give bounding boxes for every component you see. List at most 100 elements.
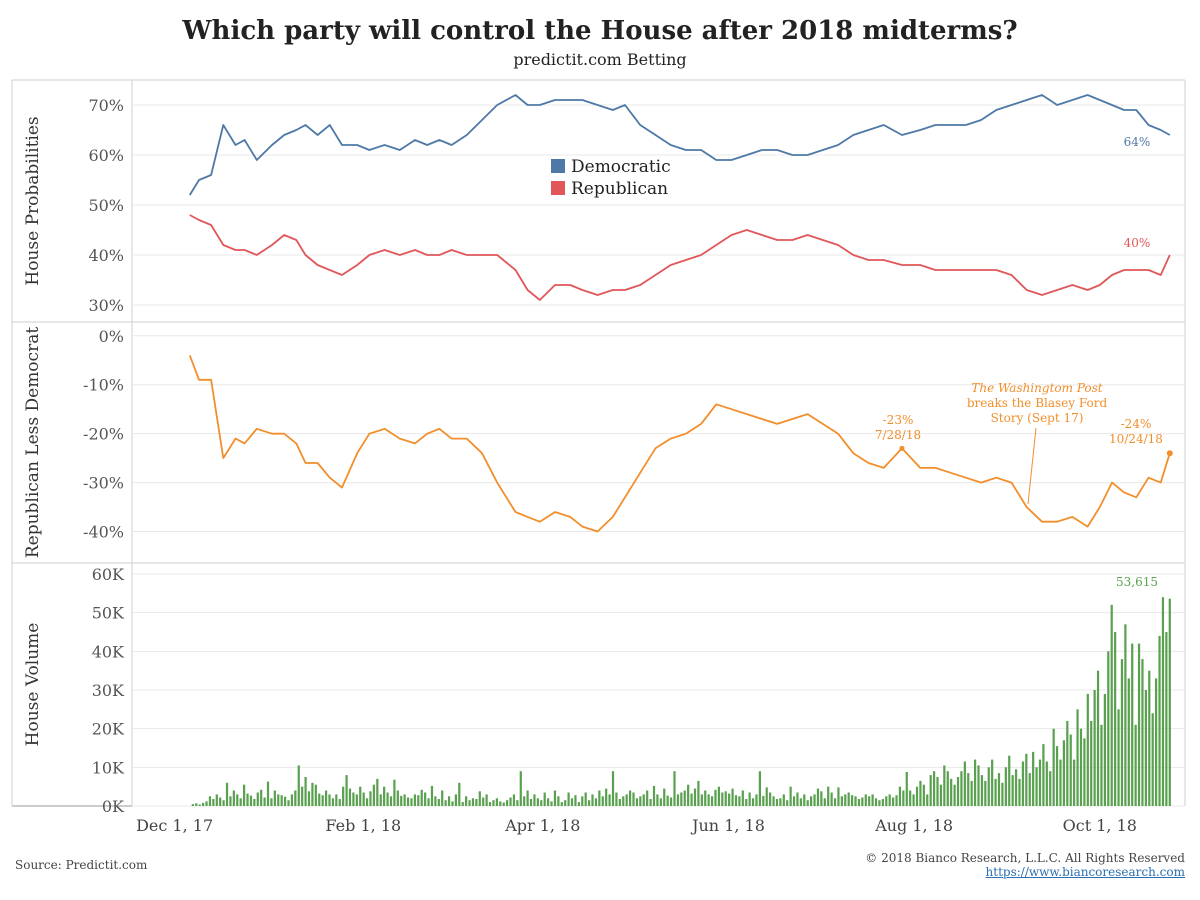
volume-bar xyxy=(321,795,324,806)
volume-bar xyxy=(799,798,802,806)
volume-bar xyxy=(335,794,338,806)
volume-end-label: 53,615 xyxy=(1116,575,1158,589)
volume-bar xyxy=(1120,659,1124,806)
volume-bar xyxy=(967,773,970,806)
legend-swatch-democratic xyxy=(551,159,565,173)
volume-bar xyxy=(673,771,676,806)
volume-bar xyxy=(1110,604,1113,806)
volume-bar xyxy=(1114,632,1117,806)
volume-bar xyxy=(1001,782,1004,806)
volume-bar xyxy=(1100,724,1103,806)
legend-swatch-republican xyxy=(551,181,565,195)
volume-bar xyxy=(605,788,608,806)
volume-bar xyxy=(355,794,358,806)
volume-bar xyxy=(383,786,386,806)
y-tick-label: 60K xyxy=(92,565,125,584)
volume-bar xyxy=(823,798,826,806)
volume-bar xyxy=(697,780,700,806)
x-tick-label: Jun 1, 18 xyxy=(690,816,765,835)
volume-bar xyxy=(909,790,912,806)
volume-bar xyxy=(748,792,751,806)
annotation-point-10-24 xyxy=(1166,450,1173,457)
volume-bar xyxy=(338,799,341,806)
volume-bar xyxy=(283,796,287,806)
volume-bar xyxy=(984,780,987,806)
volume-bar xyxy=(437,799,440,806)
volume-bar xyxy=(628,790,632,806)
volume-bar xyxy=(868,796,871,806)
volume-bar xyxy=(724,791,727,806)
volume-bar xyxy=(587,800,591,806)
y-tick-label: -40% xyxy=(83,523,124,542)
volume-bar xyxy=(844,794,847,806)
volume-bar xyxy=(854,796,857,806)
y-tick-label: 10K xyxy=(92,758,125,777)
volume-bar xyxy=(1079,728,1083,806)
volume-bar xyxy=(304,777,307,806)
volume-bar xyxy=(1062,740,1065,806)
volume-bar xyxy=(253,799,256,806)
volume-bar xyxy=(318,793,321,806)
volume-bar xyxy=(772,796,775,806)
volume-bar xyxy=(731,788,734,806)
y-tick-label: 30K xyxy=(92,681,125,700)
volume-bar xyxy=(987,767,990,806)
volume-bar xyxy=(547,798,550,806)
republican-end-label: 40% xyxy=(1124,236,1151,250)
volume-bar xyxy=(1127,678,1130,806)
volume-bar xyxy=(803,794,806,806)
volume-bar xyxy=(806,800,809,806)
volume-bar xyxy=(1011,775,1014,806)
volume-bar xyxy=(861,797,864,806)
y-axis-title: House Volume xyxy=(23,623,43,747)
volume-bar xyxy=(663,788,666,806)
volume-bar xyxy=(683,790,686,806)
volume-bar xyxy=(417,795,420,806)
volume-bar xyxy=(591,794,594,806)
volume-bar xyxy=(891,797,895,806)
volume-bar xyxy=(1018,778,1021,806)
volume-bar xyxy=(977,765,980,806)
volume-bar xyxy=(922,784,925,806)
volume-bar xyxy=(1151,713,1154,806)
volume-bar xyxy=(191,804,194,806)
volume-bar xyxy=(386,792,389,806)
volume-bar xyxy=(1117,709,1120,806)
democratic-end-label: 64% xyxy=(1124,135,1151,149)
volume-bar xyxy=(519,771,522,806)
volume-bar xyxy=(939,784,943,806)
volume-bar xyxy=(512,794,516,806)
website-link[interactable]: https://www.biancoresearch.com xyxy=(985,865,1185,879)
volume-bar xyxy=(734,795,738,806)
volume-bar xyxy=(526,790,529,806)
volume-bar xyxy=(980,775,984,806)
volume-bar xyxy=(260,789,263,806)
y-tick-label: 60% xyxy=(88,146,124,165)
chart-title: Which party will control the House after… xyxy=(182,16,1018,46)
republican-line xyxy=(189,214,1171,301)
volume-bar xyxy=(488,802,492,806)
volume-bar xyxy=(646,790,649,806)
volume-bar xyxy=(594,798,598,806)
volume-bar xyxy=(676,794,680,806)
volume-bar xyxy=(502,802,505,806)
annotation-date: 10/24/18 xyxy=(1109,432,1163,446)
volume-bar xyxy=(454,794,457,806)
volume-bar xyxy=(324,790,328,806)
volume-bar xyxy=(813,794,816,806)
y-tick-label: 0% xyxy=(99,327,124,346)
volume-bar xyxy=(529,799,533,806)
volume-bar xyxy=(775,799,779,806)
volume-bar xyxy=(567,792,570,806)
volume-bar xyxy=(738,796,741,806)
volume-bar xyxy=(577,802,580,806)
volume-bar xyxy=(543,792,546,806)
volume-bar xyxy=(827,786,830,806)
y-axis-title: Republican Less Democrat xyxy=(23,327,43,558)
volume-bar xyxy=(212,799,215,806)
volume-bar xyxy=(222,800,225,806)
volume-bar xyxy=(864,794,867,806)
volume-bar xyxy=(789,786,792,806)
volume-bar xyxy=(564,800,567,806)
volume-bar xyxy=(215,794,218,806)
